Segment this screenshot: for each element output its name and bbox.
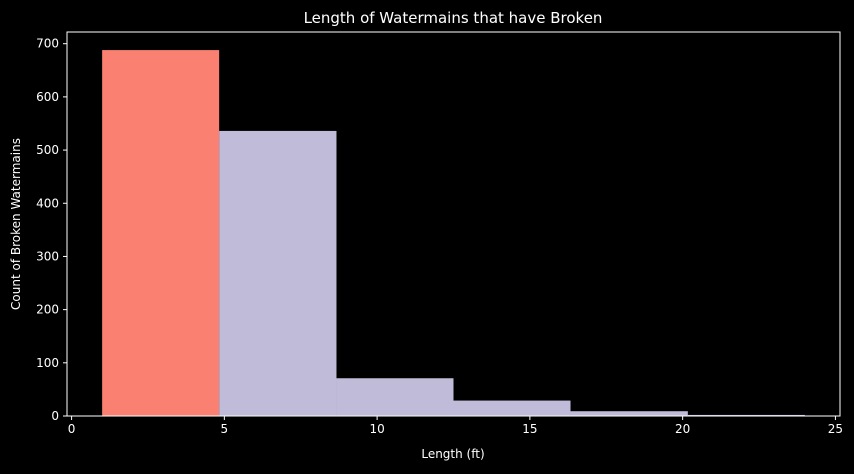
y-tick-label: 700 (36, 37, 59, 51)
histogram-bar (102, 50, 220, 417)
y-tick-label: 400 (36, 196, 59, 210)
chart-title: Length of Watermains that have Broken (304, 9, 603, 27)
axes-layer (66, 31, 841, 417)
x-axis-label: Length (ft) (421, 447, 484, 461)
x-tick-label: 5 (221, 422, 229, 436)
histogram-bar (336, 378, 454, 416)
y-tick-label: 300 (36, 249, 59, 263)
bars-layer (102, 50, 805, 417)
y-axis-label: Count of Broken Watermains (9, 138, 23, 310)
y-tick-label: 600 (36, 90, 59, 104)
x-tick-label: 20 (675, 422, 690, 436)
x-tick-label: 25 (828, 422, 843, 436)
y-tick-label: 500 (36, 143, 59, 157)
histogram-bar (219, 130, 337, 416)
histogram-bar (570, 411, 688, 416)
histogram-bar (453, 400, 571, 416)
y-tick-label: 0 (51, 409, 59, 423)
y-tick-label: 100 (36, 356, 59, 370)
x-tick-label: 0 (68, 422, 76, 436)
x-tick-label: 15 (522, 422, 537, 436)
x-tick-label: 10 (369, 422, 384, 436)
y-tick-label: 200 (36, 303, 59, 317)
plot-frame (66, 31, 841, 417)
histogram-bar (687, 414, 805, 416)
ticks-layer: 0 5 10 15 20 25 0 100 200 300 400 500 600 700 (36, 37, 843, 436)
